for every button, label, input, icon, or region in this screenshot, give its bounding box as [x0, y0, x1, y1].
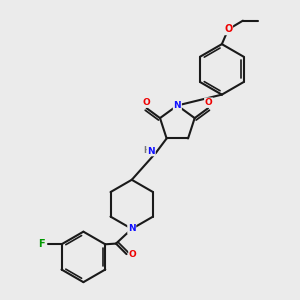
Text: N: N [147, 147, 155, 156]
Text: F: F [38, 239, 44, 249]
Text: O: O [129, 250, 137, 259]
Text: O: O [224, 24, 232, 34]
Text: O: O [205, 98, 213, 107]
Text: N: N [173, 101, 181, 110]
Text: N: N [128, 224, 136, 233]
Text: O: O [142, 98, 150, 107]
Text: H: H [143, 146, 150, 155]
